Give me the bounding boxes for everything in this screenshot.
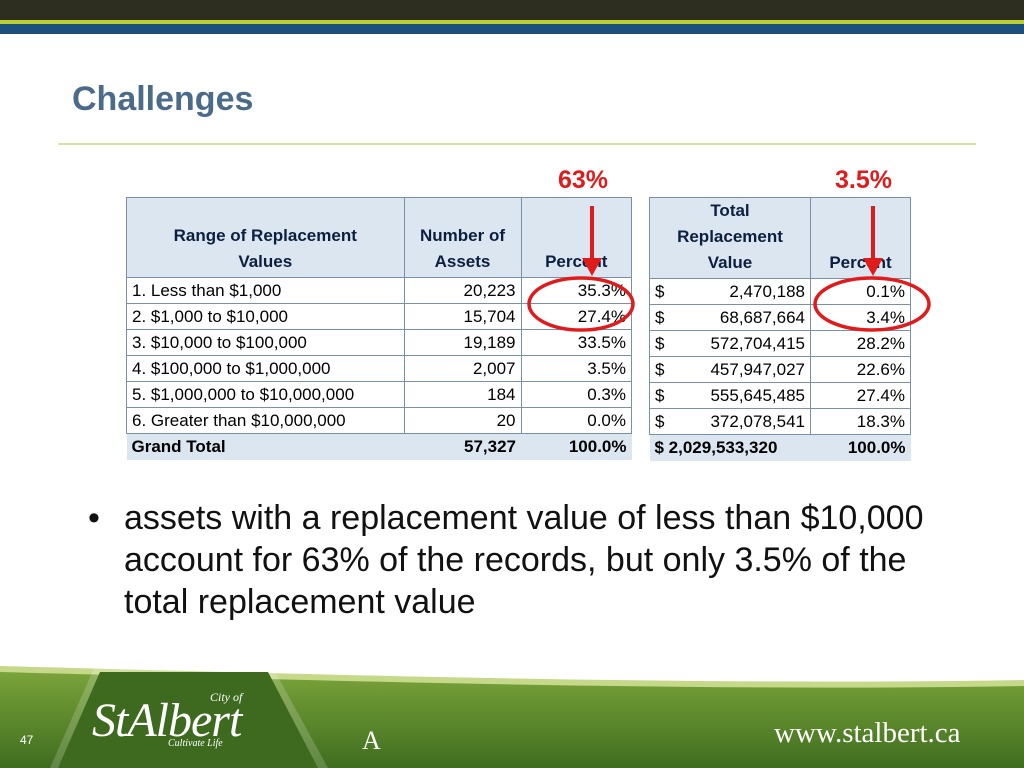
percent-cell: 0.0% (520, 407, 632, 434)
count-cell: 20,223 (403, 277, 522, 304)
value-total-percent: 100.0% (810, 434, 911, 461)
grand-total-count: 57,327 (404, 433, 521, 460)
table-row: $2,470,188 0.1% (649, 278, 911, 305)
header-value-percent: Percent (810, 197, 911, 279)
percent-cell: 3.5% (520, 355, 632, 382)
percent-cell: 0.3% (520, 381, 632, 408)
currency-cell: $ (649, 408, 676, 435)
value-percent-cell: 22.6% (810, 356, 911, 383)
website-link[interactable]: www.stalbert.ca (774, 717, 961, 749)
range-cell: 4. $100,000 to $1,000,000 (126, 355, 405, 382)
table-row: 5. $1,000,000 to $10,000,000 184 0.3% (126, 381, 632, 408)
range-cell: 2. $1,000 to $10,000 (126, 303, 405, 330)
slide-title: Challenges (72, 80, 254, 118)
replacement-value-table: Total Replacement Value Percent $2,470,1… (649, 197, 911, 461)
range-cell: 1. Less than $1,000 (126, 277, 405, 304)
title-divider (58, 143, 976, 145)
top-navy-line (0, 24, 1024, 34)
value-cell: 572,704,415 (675, 330, 812, 357)
value-percent-cell: 28.2% (810, 330, 911, 357)
grand-total-percent: 100.0% (521, 433, 632, 460)
currency-cell: $ (649, 330, 676, 357)
value-cell: 2,470,188 (675, 278, 812, 305)
header-percent-label: Percent (545, 252, 608, 271)
header-range: Range of Replacement Values (126, 197, 405, 278)
table-row: 1. Less than $1,000 20,223 35.3% (126, 277, 632, 304)
range-cell: 3. $10,000 to $100,000 (126, 329, 405, 356)
grand-total-label: Grand Total (126, 433, 404, 460)
count-cell: 19,189 (403, 329, 522, 356)
value-percent-cell: 3.4% (810, 304, 911, 331)
value-cell: 457,947,027 (675, 356, 812, 383)
header-range-label: Range of Replacement Values (173, 226, 357, 271)
logo-tagline: Cultivate Life (168, 738, 223, 749)
header-total-value-label: Total Replacement Value (677, 201, 783, 272)
value-total-row: $ 2,029,533,320 100.0% (649, 434, 911, 461)
value-percent-cell: 18.3% (810, 408, 911, 435)
table-row: 6. Greater than $10,000,000 20 0.0% (126, 407, 632, 434)
value-percent-cell: 0.1% (810, 278, 911, 305)
range-cell: 5. $1,000,000 to $10,000,000 (126, 381, 405, 408)
currency-cell: $ (649, 356, 676, 383)
count-cell: 184 (403, 381, 522, 408)
currency-cell: $ (649, 382, 676, 409)
table-row: $372,078,541 18.3% (649, 408, 911, 435)
logo-city-of: City of (210, 690, 243, 704)
table-row: $457,947,027 22.6% (649, 356, 911, 383)
percent-cell: 35.3% (520, 277, 632, 304)
header-percent: Percent (520, 197, 632, 278)
value-cell: 372,078,541 (675, 408, 812, 435)
count-cell: 15,704 (403, 303, 522, 330)
header-value-percent-label: Percent (829, 253, 892, 272)
table-row: 4. $100,000 to $1,000,000 2,007 3.5% (126, 355, 632, 382)
range-cell: 6. Greater than $10,000,000 (126, 407, 405, 434)
grand-total-row: Grand Total 57,327 100.0% (126, 433, 632, 460)
count-cell: 2,007 (403, 355, 522, 382)
percent-cell: 27.4% (520, 303, 632, 330)
value-percent-cell: 27.4% (810, 382, 911, 409)
logo-name: StAlbert (92, 694, 242, 747)
page-number: 47 (20, 733, 34, 747)
footer-letter: A (362, 726, 381, 755)
top-band (0, 0, 1024, 20)
asset-count-table: Range of Replacement Values Number of As… (126, 197, 632, 460)
callout-left-percent: 63% (558, 166, 609, 194)
currency-cell: $ (649, 278, 676, 305)
count-cell: 20 (403, 407, 522, 434)
bullet-symbol: • (88, 499, 100, 537)
table-row: $555,645,485 27.4% (649, 382, 911, 409)
header-total-value: Total Replacement Value (649, 197, 811, 279)
value-total: $ 2,029,533,320 (649, 434, 811, 461)
table-row: $68,687,664 3.4% (649, 304, 911, 331)
value-cell: 68,687,664 (675, 304, 812, 331)
footer-band (0, 666, 1024, 768)
table-row: 3. $10,000 to $100,000 19,189 33.5% (126, 329, 632, 356)
bullet-text: assets with a replacement value of less … (124, 499, 924, 621)
header-count-label: Number of Assets (420, 226, 505, 271)
table-row: 2. $1,000 to $10,000 15,704 27.4% (126, 303, 632, 330)
currency-cell: $ (649, 304, 676, 331)
percent-cell: 33.5% (520, 329, 632, 356)
header-count: Number of Assets (403, 197, 522, 278)
callout-right-percent: 3.5% (835, 166, 892, 194)
value-cell: 555,645,485 (675, 382, 812, 409)
table-row: $572,704,415 28.2% (649, 330, 911, 357)
top-accent-line (0, 20, 1024, 24)
